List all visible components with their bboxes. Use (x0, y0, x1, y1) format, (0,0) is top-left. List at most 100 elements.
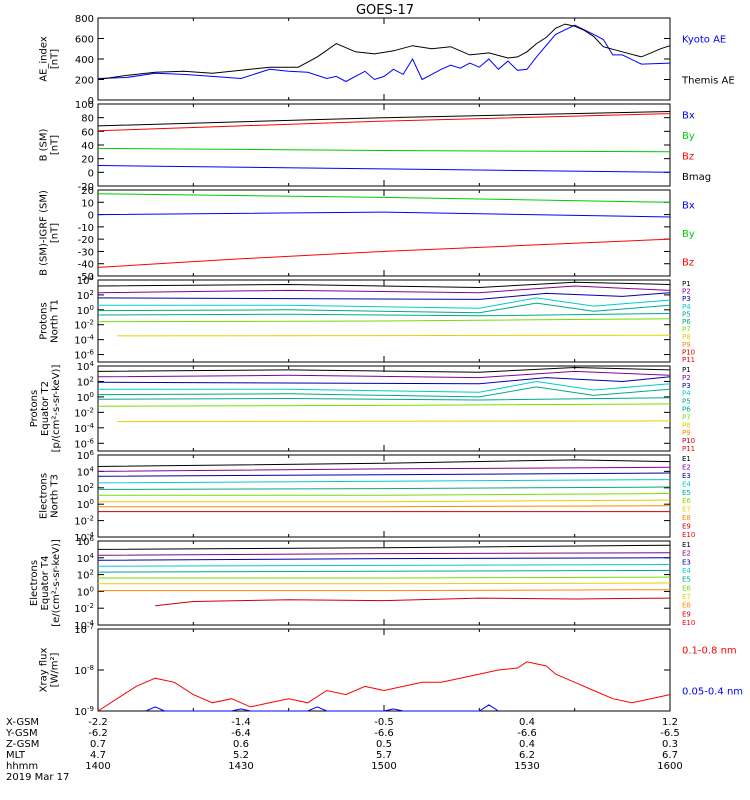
axis-row-value: 0.4 (519, 717, 535, 728)
series-line-e2 (97, 552, 671, 556)
series-line-e8 (98, 589, 671, 592)
y-tick-label: 102 (77, 482, 94, 495)
legend-entry: E6 (682, 497, 691, 505)
legend-entry: P3 (682, 295, 691, 303)
legend-entry: E8 (682, 602, 691, 610)
legend-entry: P9 (682, 429, 691, 437)
legend-entry: E5 (682, 576, 691, 584)
y-axis-label: [W/m²] (50, 652, 61, 687)
legend-entry: E10 (682, 619, 695, 627)
y-tick-label: 100 (77, 585, 94, 598)
axis-row-value: 0.5 (376, 739, 392, 750)
axis-row-value: 1500 (371, 761, 396, 772)
y-tick-label: 10 (81, 198, 94, 209)
legend-entry: P2 (682, 288, 691, 296)
axis-row-value: 1400 (85, 761, 110, 772)
legend-entry: E1 (682, 455, 691, 463)
axis-row-value: -6.4 (231, 728, 251, 739)
y-tick-label: 100 (75, 100, 94, 111)
legend-entry: P4 (682, 390, 691, 398)
legend-entry: By (682, 229, 695, 240)
y-axis-label: Protons (39, 302, 50, 339)
y-tick-label: 102 (77, 375, 94, 388)
legend-entry: 0.05-0.4 nm (682, 687, 743, 698)
y-axis-label: [e/(cm²-s-sr-keV)] (51, 539, 62, 627)
legend-entry: E7 (682, 593, 691, 601)
legend-entry: E9 (682, 610, 691, 618)
legend-entry: P5 (682, 398, 691, 406)
series-line-by (97, 147, 671, 153)
series-line-p1 (97, 281, 671, 289)
axis-row-value: -6.5 (660, 728, 680, 739)
axis-row-value: 0.4 (519, 739, 535, 750)
series-line-p1 (97, 366, 671, 373)
series-line-p6 (97, 313, 671, 317)
y-tick-label: 10-7 (74, 623, 94, 636)
series-line-p2 (97, 370, 671, 379)
legend-entry: Bx (682, 110, 695, 121)
legend-entry: E4 (682, 567, 691, 575)
legend-entry: P11 (682, 445, 695, 453)
y-tick-label: 100 (77, 391, 94, 404)
series-line-p7 (97, 318, 671, 323)
y-axis-label: Electrons (39, 473, 50, 519)
axis-row-value: 4.7 (90, 750, 106, 761)
axis-row-value: 1530 (514, 761, 539, 772)
panel-2: -20 0 20 40 60 80 100 B (SM) [nT] Bx By Bz Bmag (39, 100, 712, 193)
series-line-e1 (97, 459, 671, 467)
legend-entry: 0.1-0.8 nm (682, 646, 737, 657)
y-axis-label: [nT] (50, 135, 61, 155)
y-tick-label: -20 (78, 235, 94, 246)
axis-row-label: MLT (6, 750, 26, 761)
y-tick-label: 102 (77, 569, 94, 582)
axis-row-value: 6.7 (662, 750, 678, 761)
axis-row-value: 5.7 (376, 750, 392, 761)
y-tick-label: -20 (78, 182, 94, 193)
legend-entry: P6 (682, 406, 691, 414)
y-tick-label: 104 (77, 552, 95, 565)
legend-entry: E7 (682, 506, 691, 514)
panel-frame (97, 189, 671, 277)
y-tick-label: 400 (75, 55, 94, 66)
series-line-e6 (98, 493, 671, 496)
y-axis-label: [nT] (50, 223, 61, 243)
axis-row-value: -0.5 (374, 717, 394, 728)
series-line-e1 (97, 544, 671, 550)
legend-entry: P7 (682, 326, 691, 334)
y-tick-label: 100 (77, 498, 94, 511)
series-line-p8 (117, 334, 671, 337)
legend-entry: Kyoto AE (682, 35, 726, 46)
axis-row-value: 0.6 (233, 739, 249, 750)
axis-row-value: 1600 (657, 761, 682, 772)
legend-entry: P1 (682, 366, 691, 374)
y-tick-label: 100 (77, 304, 94, 317)
axis-row-label: Y-GSM (5, 728, 38, 739)
series-line-e9 (155, 597, 671, 607)
legend-entry: Bx (682, 200, 695, 211)
y-tick-label: 0 (88, 211, 94, 222)
axis-row-value: 1.2 (662, 717, 678, 728)
panel-1: 0 200 400 600 800 AE_index [nT] Kyoto AE Themis … (39, 14, 735, 107)
legend-entry: P11 (682, 356, 695, 364)
series-line-p3 (97, 376, 671, 385)
legend-entry: By (682, 131, 695, 142)
legend-entry: Bz (682, 151, 694, 162)
series-line-p7 (97, 403, 671, 407)
series-line-e7 (98, 582, 671, 585)
y-axis-label: AE_index (39, 36, 50, 82)
y-tick-label: 106 (77, 535, 95, 548)
axis-row-value: 5.2 (233, 750, 249, 761)
y-axis-label: [p/(cm²-s-sr-keV)] (51, 365, 62, 453)
series-line-kyoto-ae (97, 24, 671, 83)
legend-entry: Themis AE (681, 76, 735, 87)
series-line-bz (97, 113, 671, 132)
legend-entry: E1 (682, 541, 691, 549)
series-line-e4 (97, 564, 671, 567)
y-axis-label: Electrons (29, 560, 40, 606)
series-line-e3 (97, 557, 671, 561)
axis-row-value: -2.2 (88, 717, 108, 728)
